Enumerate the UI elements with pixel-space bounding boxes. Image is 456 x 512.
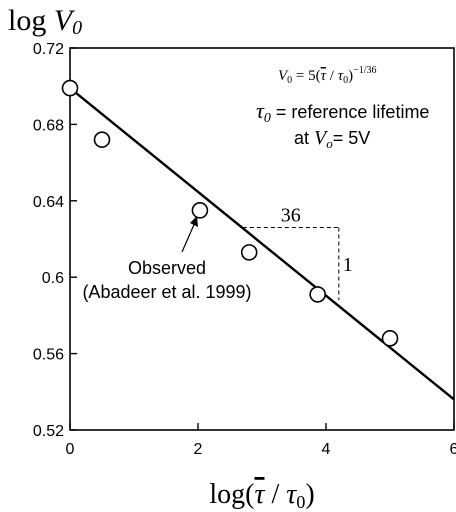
slope-horizontal-label: 36 — [281, 205, 301, 227]
formula: V0 = 5(τ / τ0)−1/36 — [278, 65, 376, 86]
reference-tau: τ — [256, 98, 265, 123]
formula-v-sub: 0 — [287, 75, 292, 86]
y-axis-label-prefix: log — [8, 4, 54, 37]
data-point — [61, 79, 79, 97]
y-axis-label: log V0 — [8, 4, 82, 39]
data-point — [240, 244, 258, 261]
data-point — [381, 330, 399, 347]
slope-triangle: 36 1 — [242, 205, 353, 301]
reference-line1: τ0 = reference lifetime — [256, 98, 429, 126]
x-tick-label: 4 — [322, 441, 331, 458]
y-tick-label: 0.72 — [33, 41, 64, 58]
fit-line — [69, 87, 455, 401]
x-axis-label-tau: τ — [254, 479, 265, 510]
observed-label-line2: (Abadeer et al. 1999) — [82, 282, 251, 302]
y-axis-ticks: 0.52 0.56 0.6 0.64 0.68 0.72 — [33, 41, 77, 440]
data-point — [93, 131, 111, 148]
formula-div: / — [326, 68, 338, 84]
x-axis-label-sep: / — [265, 479, 287, 510]
formula-v: V — [278, 68, 289, 84]
x-axis-label-base: log( — [209, 479, 254, 510]
observed-label-line1: Observed — [128, 258, 206, 278]
x-tick-label: 6 — [450, 441, 456, 458]
y-tick-label: 0.56 — [33, 347, 64, 364]
observed-arrow — [181, 219, 197, 253]
data-points — [61, 79, 399, 347]
y-tick-label: 0.68 — [33, 117, 64, 134]
x-axis-label-sub: 0 — [296, 492, 305, 512]
y-tick-label: 0.6 — [42, 270, 64, 287]
x-axis-label: log(τ / τ0) — [209, 479, 314, 512]
data-point — [191, 202, 209, 219]
reference-line2-sub: o — [326, 136, 333, 151]
reference-line2-suffix: = 5V — [333, 128, 371, 148]
observed-arrowhead — [190, 216, 198, 227]
x-axis-label-close: ) — [305, 479, 314, 510]
reference-line2-prefix: at — [294, 128, 314, 148]
y-axis-label-var: V — [54, 4, 76, 37]
x-tick-label: 2 — [194, 441, 203, 458]
reference-text: = reference lifetime — [271, 102, 430, 122]
reference-line2: at Vo= 5V — [294, 127, 370, 151]
slope-vertical-label: 1 — [343, 254, 353, 276]
observed-annotation: Observed (Abadeer et al. 1999) — [82, 216, 252, 302]
formula-close: ) — [348, 68, 353, 84]
x-axis-ticks: 0 2 4 6 — [66, 423, 456, 458]
formula-tau: τ — [321, 68, 327, 84]
x-tick-label: 0 — [66, 441, 75, 458]
formula-tau0-sub: 0 — [343, 75, 348, 86]
y-tick-label: 0.64 — [33, 194, 64, 211]
y-tick-label: 0.52 — [33, 423, 64, 440]
plot-frame — [69, 47, 455, 431]
data-point — [309, 286, 326, 303]
formula-mid: = 5( — [292, 68, 320, 84]
y-axis-label-sub: 0 — [72, 17, 82, 39]
reference-line2-var: V — [314, 127, 329, 149]
reference-tau-sub: 0 — [264, 111, 271, 126]
x-axis-label-tau0: τ — [286, 479, 297, 510]
formula-tau0: τ — [338, 68, 344, 84]
formula-exp: −1/36 — [353, 65, 376, 76]
